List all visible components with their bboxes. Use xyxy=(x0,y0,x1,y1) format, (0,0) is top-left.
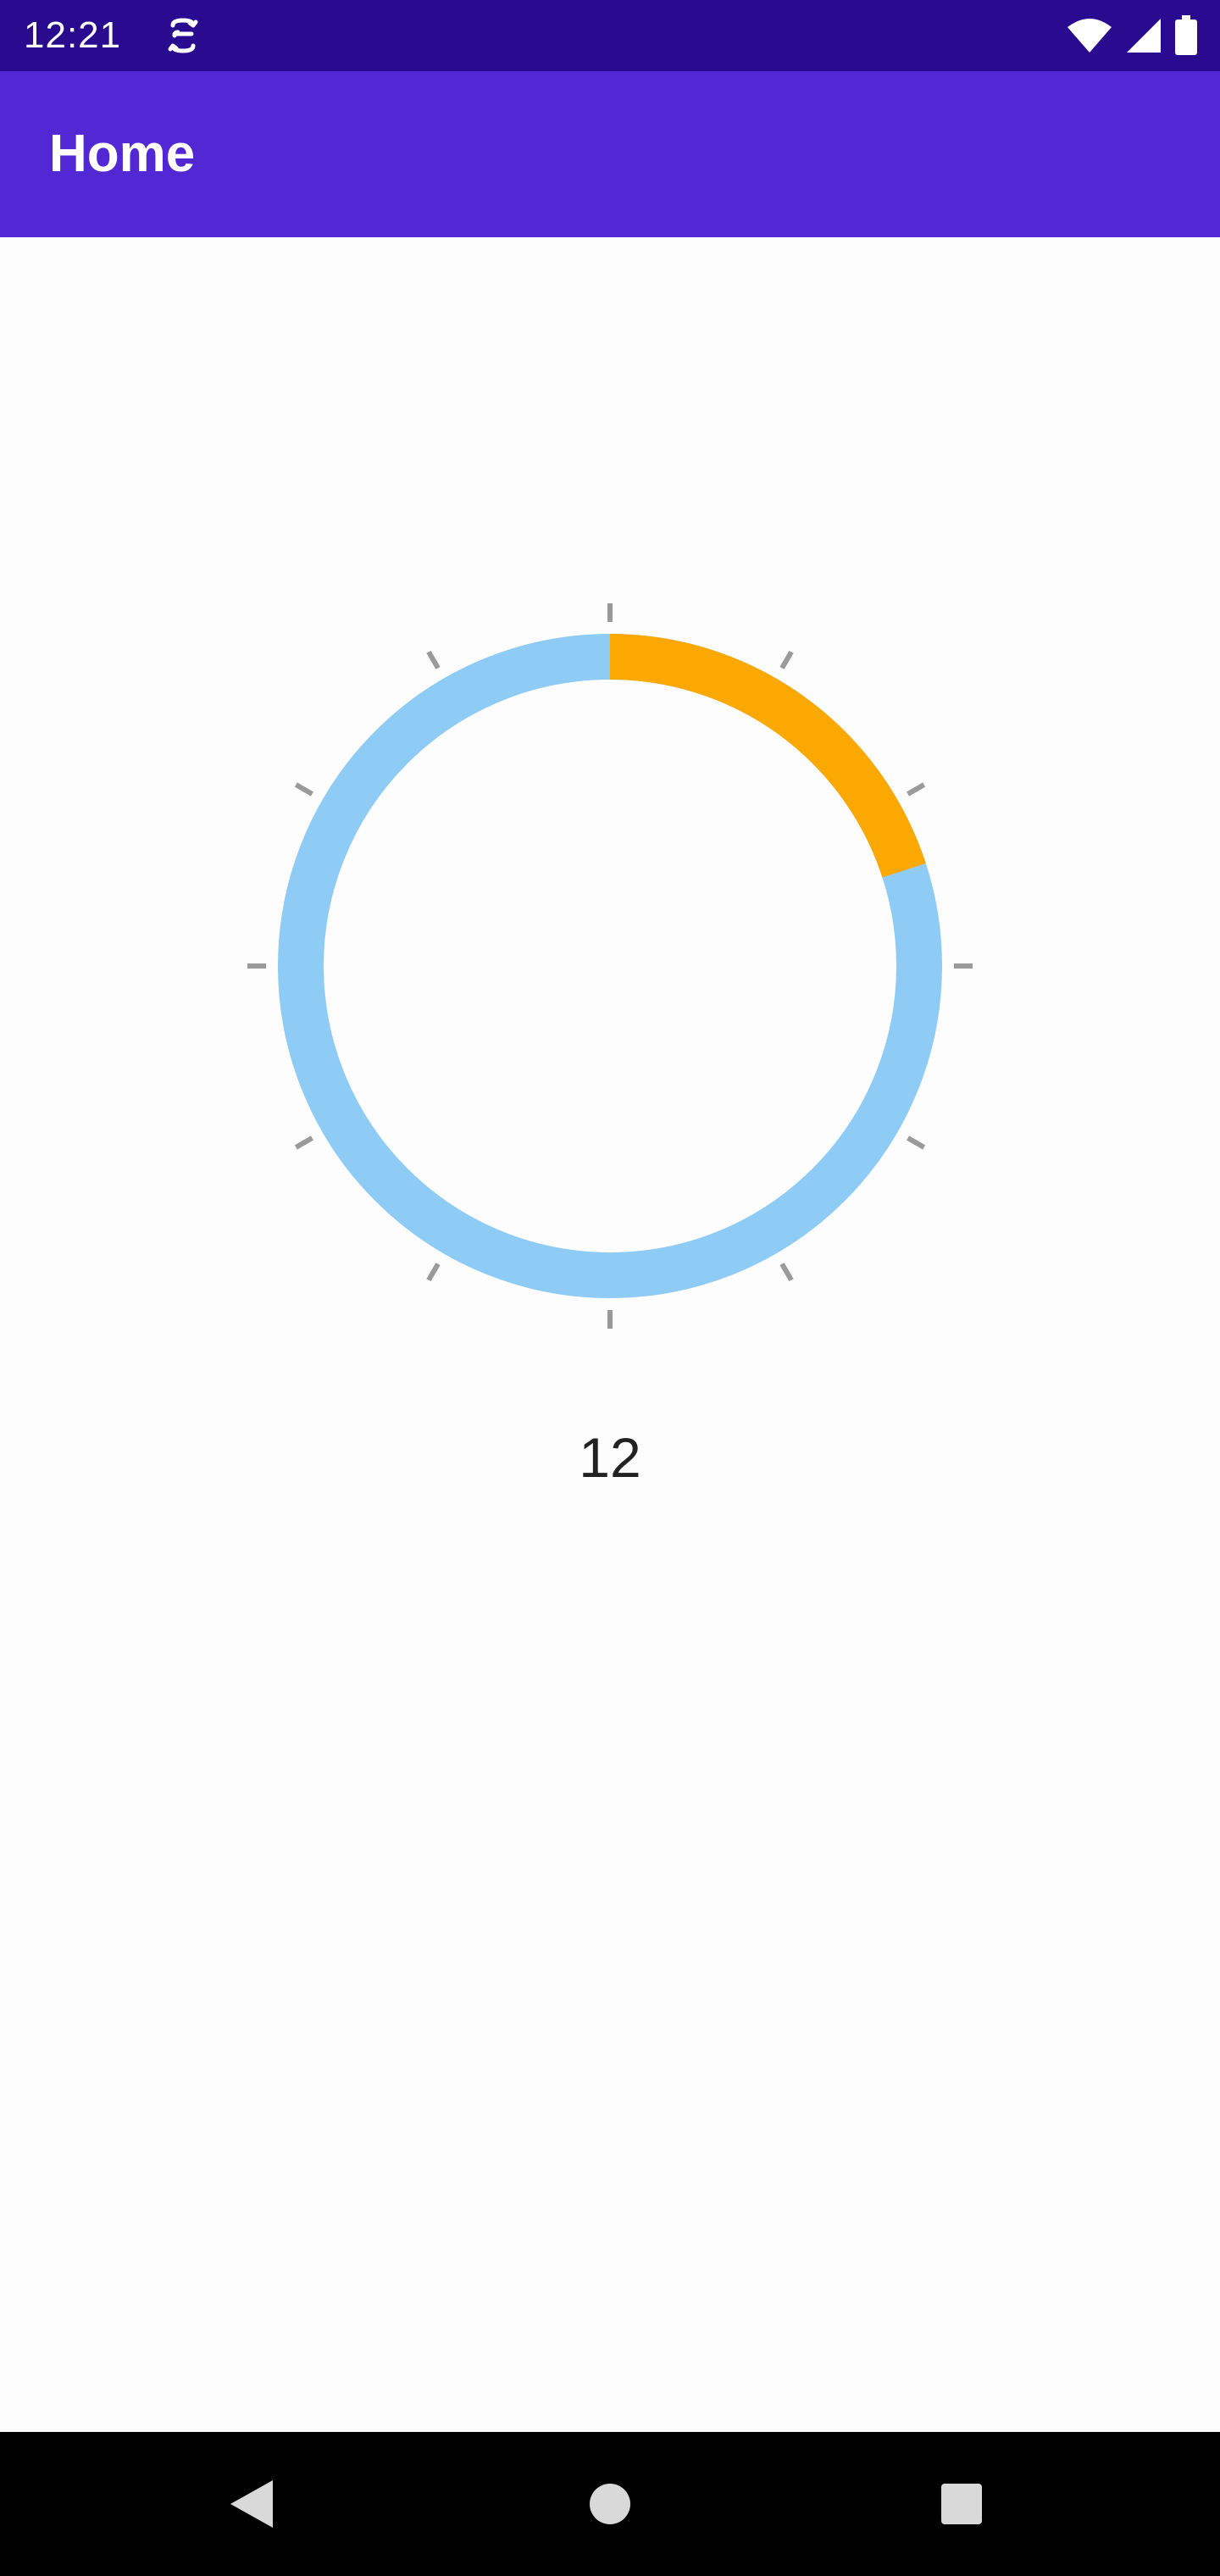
cell-signal-icon xyxy=(1127,19,1161,53)
sync-icon xyxy=(168,18,198,53)
gauge-ticks xyxy=(247,603,973,1329)
battery-icon xyxy=(1175,15,1197,55)
gauge-tick xyxy=(779,650,794,669)
status-time: 12:21 xyxy=(24,14,122,56)
gauge-tick xyxy=(907,1135,926,1150)
recents-icon[interactable] xyxy=(919,2462,1004,2546)
status-bar: 12:21 xyxy=(0,0,1220,71)
main-content xyxy=(0,237,1220,2432)
back-icon[interactable] xyxy=(212,2462,297,2546)
gauge-tick xyxy=(779,1263,794,1282)
gauge-tick xyxy=(426,1263,441,1282)
page-title: Home xyxy=(49,125,196,183)
wifi-icon xyxy=(1068,19,1112,53)
home-icon[interactable] xyxy=(568,2462,652,2546)
gauge-tick xyxy=(294,1135,313,1150)
status-icons xyxy=(1066,15,1198,56)
gauge-value-label: 12 xyxy=(579,1426,641,1489)
gauge-tick xyxy=(294,782,313,797)
gauge-tick xyxy=(907,782,926,797)
circular-gauge[interactable] xyxy=(229,585,991,1347)
gauge-tick xyxy=(426,650,441,669)
navigation-bar xyxy=(0,2432,1220,2576)
gauge-progress-arc xyxy=(609,634,926,878)
app-bar: Home xyxy=(0,71,1220,237)
